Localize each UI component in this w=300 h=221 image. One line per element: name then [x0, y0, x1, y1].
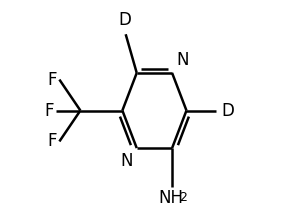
Text: N: N [120, 152, 133, 170]
Text: NH: NH [158, 189, 184, 207]
Text: F: F [48, 70, 57, 89]
Text: F: F [48, 132, 57, 151]
Text: N: N [176, 51, 189, 69]
Text: D: D [222, 101, 235, 120]
Text: D: D [118, 11, 131, 29]
Text: 2: 2 [179, 191, 187, 204]
Text: F: F [44, 101, 54, 120]
